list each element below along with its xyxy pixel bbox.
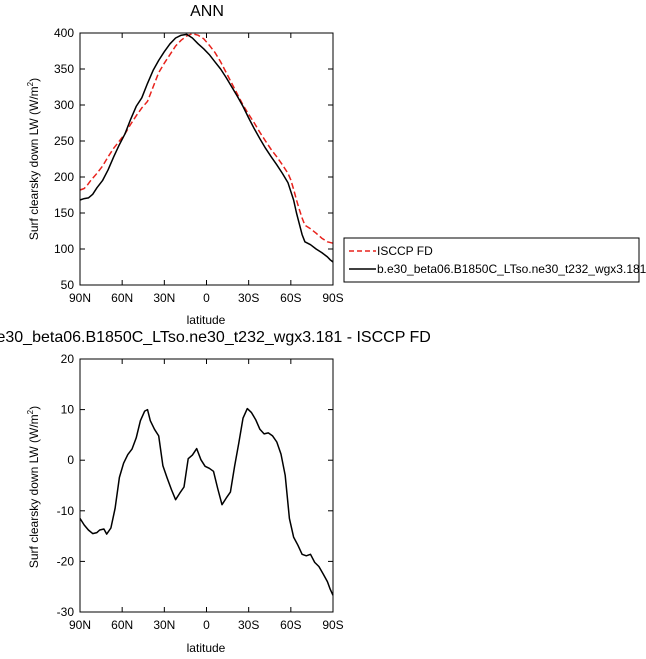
x-tick-label: 30S: [238, 618, 259, 632]
y-tick-label: -20: [57, 554, 75, 568]
chart-top-plot-lines: [79, 32, 334, 263]
chart-top: ANN 50 100 150 200 250 300 350 400 90N 60N 30N 0 30…: [26, 3, 646, 327]
chart-bottom: b.e30_beta06.B1850C_LTso.ne30_t232_wgx3.…: [0, 329, 431, 655]
series-line-model: [79, 33, 334, 263]
x-tick-label: 0: [203, 618, 210, 632]
x-tick-label: 60N: [111, 618, 133, 632]
x-tick-label: 90N: [69, 618, 91, 632]
y-tick-label: 300: [54, 98, 74, 112]
legend-label-isccp: ISCCP FD: [377, 244, 433, 258]
chart-bottom-title: b.e30_beta06.B1850C_LTso.ne30_t232_wgx3.…: [0, 329, 431, 346]
x-tick-label: 60N: [111, 291, 133, 305]
x-tick-label: 90S: [322, 291, 343, 305]
chart-top-xlabel: latitude: [187, 313, 226, 327]
y-tick-label: -10: [57, 504, 75, 518]
chart-top-ylabel: Surf clearsky down LW (W/m2): [26, 78, 41, 240]
x-tick-label: 30N: [153, 618, 175, 632]
x-tick-label: 30S: [238, 291, 259, 305]
x-tick-label: 90N: [69, 291, 91, 305]
y-tick-label: 10: [61, 403, 75, 417]
y-tick-label: 250: [54, 134, 74, 148]
x-tick-label: 60S: [280, 618, 301, 632]
chart-top-frame: [79, 32, 334, 286]
y-tick-label: 200: [54, 170, 74, 184]
y-tick-label: 350: [54, 62, 74, 76]
chart-top-legend: ISCCP FD b.e30_beta06.B1850C_LTso.ne30_t…: [343, 237, 646, 283]
chart-top-title: ANN: [190, 3, 224, 20]
x-tick-label: 90S: [322, 618, 343, 632]
y-tick-label: 100: [54, 242, 74, 256]
chart-top-y-ticks: 50 100 150 200 250 300 350 400: [54, 26, 333, 292]
x-tick-label: 0: [203, 291, 210, 305]
series-line-difference: [79, 407, 334, 596]
series-line-isccp-fd: [79, 32, 334, 244]
y-tick-label: 0: [67, 453, 74, 467]
x-tick-label: 30N: [153, 291, 175, 305]
y-tick-label: -30: [57, 605, 75, 619]
y-tick-label: 50: [61, 278, 75, 292]
legend-box: [343, 237, 640, 283]
legend-label-model: b.e30_beta06.B1850C_LTso.ne30_t232_wgx3.…: [377, 262, 646, 276]
chart-top-x-ticks: 90N 60N 30N 0 30S 60S 90S: [69, 33, 344, 305]
chart-bottom-xlabel: latitude: [187, 641, 226, 655]
chart-bottom-ylabel: Surf clearsky down LW (W/m2): [26, 406, 41, 568]
chart-bottom-plot-lines: [79, 407, 334, 596]
y-tick-label: 20: [61, 352, 75, 366]
x-tick-label: 60S: [280, 291, 301, 305]
y-tick-label: 150: [54, 206, 74, 220]
chart-bottom-y-ticks: -30 -20 -10 0 10 20: [57, 352, 333, 619]
y-tick-label: 400: [54, 26, 74, 40]
chart-bottom-x-ticks: 90N 60N 30N 0 30S 60S 90S: [69, 359, 344, 632]
